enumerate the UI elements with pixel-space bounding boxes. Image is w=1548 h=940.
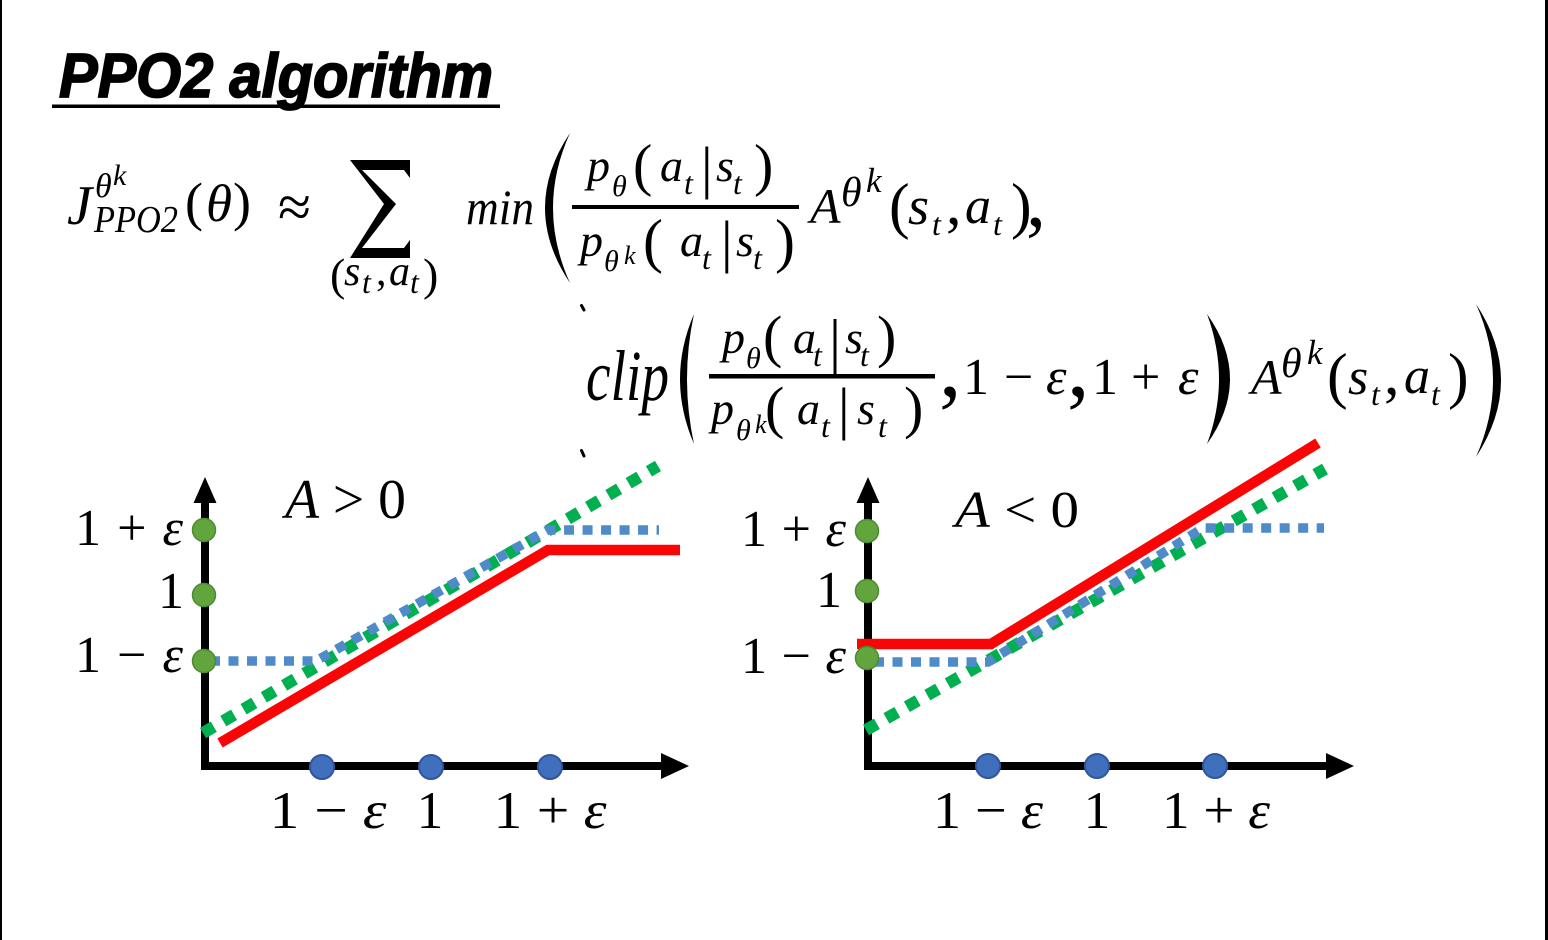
svg-text:1 + ε: 1 + ε bbox=[494, 782, 607, 840]
svg-text:): ) bbox=[877, 304, 896, 369]
svg-text:t: t bbox=[362, 264, 372, 300]
svg-text:a: a bbox=[1404, 348, 1430, 405]
svg-text:θ: θ bbox=[736, 414, 751, 447]
svg-text:): ) bbox=[775, 208, 795, 274]
svg-text:,: , bbox=[1067, 317, 1090, 416]
svg-text:A: A bbox=[807, 178, 841, 234]
svg-text:,: , bbox=[376, 249, 387, 295]
svg-text:|: | bbox=[721, 209, 733, 274]
svg-text:1 + ε: 1 + ε bbox=[741, 501, 847, 558]
svg-text:t: t bbox=[702, 240, 712, 276]
svg-text:,: , bbox=[1384, 340, 1400, 408]
svg-text:t: t bbox=[860, 337, 870, 373]
svg-text:1: 1 bbox=[158, 563, 184, 620]
svg-text:k: k bbox=[755, 410, 767, 439]
svg-text:s: s bbox=[1348, 349, 1368, 406]
svg-text:(: ( bbox=[643, 208, 663, 274]
svg-text:): ) bbox=[423, 249, 438, 300]
svg-text:a: a bbox=[660, 140, 683, 191]
svg-text:1: 1 bbox=[417, 782, 444, 840]
svg-text:θ: θ bbox=[612, 170, 627, 203]
svg-text:t: t bbox=[733, 165, 743, 201]
svg-text:ε: ε bbox=[1046, 349, 1067, 406]
svg-text:s: s bbox=[857, 383, 875, 434]
svg-text:(: ( bbox=[765, 375, 784, 440]
svg-text:|: | bbox=[829, 308, 841, 374]
svg-text:p: p bbox=[577, 215, 603, 266]
svg-text:t: t bbox=[932, 206, 942, 242]
svg-text:ε: ε bbox=[1178, 349, 1199, 406]
svg-text:,: , bbox=[1026, 156, 1046, 244]
svg-text:|: | bbox=[838, 376, 850, 441]
svg-text:a: a bbox=[793, 312, 816, 363]
svg-text:t: t bbox=[878, 408, 888, 444]
svg-text:): ) bbox=[904, 375, 923, 440]
svg-text:): ) bbox=[1448, 343, 1469, 411]
svg-text:A > 0: A > 0 bbox=[281, 469, 406, 531]
svg-text:k: k bbox=[624, 241, 636, 270]
svg-text:θ: θ bbox=[95, 168, 112, 205]
svg-text:1 − ε: 1 − ε bbox=[933, 782, 1043, 840]
svg-text:1: 1 bbox=[1084, 782, 1111, 840]
svg-text:1 + ε: 1 + ε bbox=[75, 500, 184, 557]
svg-text:t: t bbox=[684, 165, 694, 201]
svg-text:PPO2: PPO2 bbox=[93, 199, 178, 241]
svg-text:θ: θ bbox=[604, 245, 619, 278]
svg-text:A < 0: A < 0 bbox=[952, 482, 1079, 539]
svg-text:min: min bbox=[466, 179, 534, 235]
svg-text:1: 1 bbox=[963, 349, 989, 406]
svg-text:(: ( bbox=[763, 304, 782, 369]
svg-text:θ: θ bbox=[206, 175, 232, 233]
svg-text:t: t bbox=[813, 337, 823, 373]
svg-text:a: a bbox=[389, 249, 410, 295]
svg-text:≈: ≈ bbox=[278, 174, 311, 240]
svg-text:): ) bbox=[233, 172, 251, 232]
svg-text:t: t bbox=[993, 206, 1003, 242]
svg-text:θ: θ bbox=[746, 342, 761, 375]
svg-text:1 − ε: 1 − ε bbox=[75, 627, 184, 684]
svg-text:s: s bbox=[908, 176, 929, 236]
svg-text:1 − ε: 1 − ε bbox=[270, 782, 387, 840]
svg-text:(: ( bbox=[889, 173, 910, 241]
svg-text:|: | bbox=[701, 135, 713, 200]
svg-text:p: p bbox=[719, 312, 745, 363]
svg-text:A: A bbox=[1248, 349, 1282, 405]
svg-text:): ) bbox=[1011, 173, 1032, 241]
svg-text:s: s bbox=[736, 215, 754, 266]
svg-text:t: t bbox=[410, 264, 420, 300]
svg-text:s: s bbox=[344, 249, 360, 295]
svg-text:): ) bbox=[754, 133, 773, 198]
svg-text:t: t bbox=[1371, 376, 1381, 412]
svg-text:t: t bbox=[821, 408, 831, 444]
svg-text:(: ( bbox=[185, 172, 203, 232]
svg-text:t: t bbox=[753, 240, 763, 276]
svg-text:a: a bbox=[680, 215, 703, 266]
svg-text:PPO2 algorithm: PPO2 algorithm bbox=[59, 42, 493, 111]
svg-text:1 − ε: 1 − ε bbox=[741, 628, 847, 685]
svg-text:−: − bbox=[1004, 349, 1033, 406]
svg-text:θ: θ bbox=[841, 170, 862, 216]
svg-text:(: ( bbox=[1327, 343, 1348, 411]
svg-text:p: p bbox=[708, 383, 734, 434]
svg-text:1 + ε: 1 + ε bbox=[1162, 782, 1270, 840]
svg-text:t: t bbox=[1431, 376, 1441, 412]
svg-text:θ: θ bbox=[1281, 341, 1302, 387]
svg-text:(: ( bbox=[330, 249, 345, 300]
svg-text:a: a bbox=[797, 383, 820, 434]
svg-text:a: a bbox=[965, 178, 991, 235]
svg-text:s: s bbox=[845, 312, 863, 363]
svg-text:,: , bbox=[939, 317, 962, 416]
svg-text:J: J bbox=[67, 175, 95, 237]
svg-text:p: p bbox=[584, 140, 610, 191]
svg-text:1: 1 bbox=[816, 562, 842, 619]
svg-text:k: k bbox=[866, 161, 883, 200]
svg-text:k: k bbox=[113, 159, 127, 192]
svg-text:clip: clip bbox=[586, 336, 669, 416]
svg-text:+: + bbox=[1131, 349, 1160, 406]
svg-text:k: k bbox=[1307, 333, 1324, 372]
svg-text:s: s bbox=[716, 140, 734, 191]
svg-text:(: ( bbox=[633, 133, 652, 198]
svg-text:,: , bbox=[946, 170, 962, 238]
svg-text:1: 1 bbox=[1092, 349, 1118, 406]
